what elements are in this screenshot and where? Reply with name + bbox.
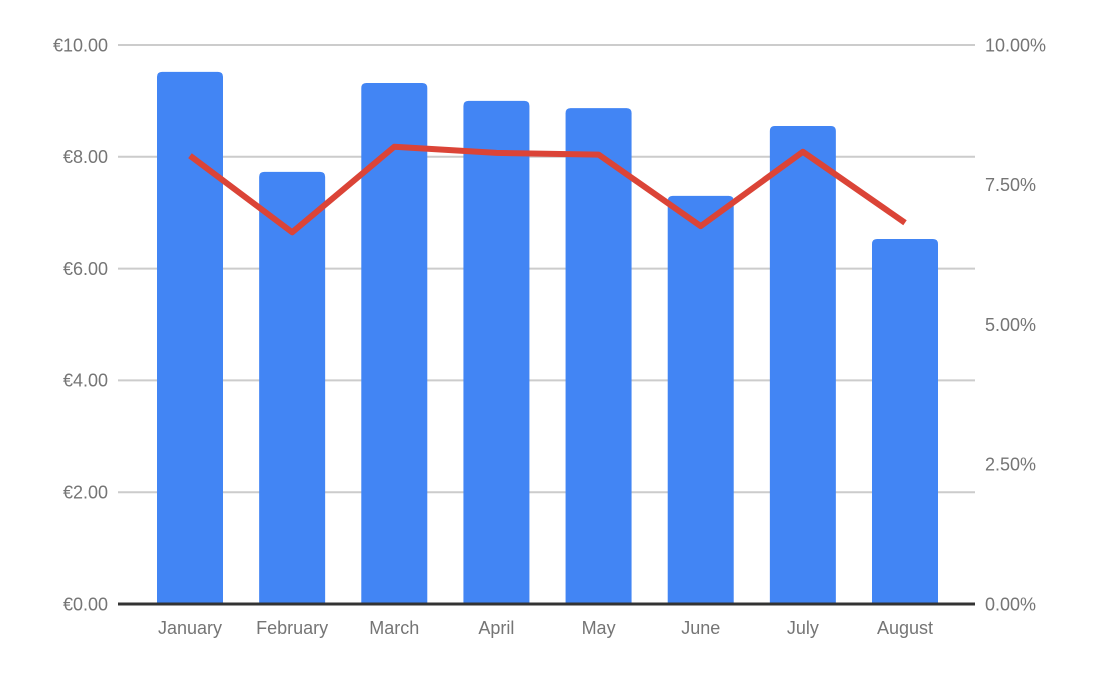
x-axis-label-june: June (681, 618, 720, 638)
right-axis-label: 2.50% (985, 455, 1036, 475)
left-axis-label: €6.00 (63, 259, 108, 279)
x-axis-label-july: July (787, 618, 819, 638)
bar-july (769, 126, 836, 605)
x-axis-label-january: January (158, 618, 222, 638)
x-axis-label-february: February (256, 618, 328, 638)
left-axis-label: €0.00 (63, 594, 108, 614)
bar-june (667, 195, 734, 604)
left-axis-label: €8.00 (63, 147, 108, 167)
right-axis-label: 10.00% (985, 35, 1046, 55)
left-axis-label: €10.00 (53, 35, 108, 55)
x-axis-label-march: March (369, 618, 419, 638)
right-axis-label: 7.50% (985, 175, 1036, 195)
bar-august (872, 238, 938, 604)
right-axis-label: 5.00% (985, 315, 1036, 335)
x-axis-label-august: August (877, 618, 933, 638)
bar-february (259, 171, 326, 604)
bar-may (565, 108, 632, 605)
x-axis-label-may: May (582, 618, 616, 638)
bar-april (463, 100, 530, 605)
x-axis-label-april: April (478, 618, 514, 638)
trend-line (188, 143, 907, 236)
bar-january (157, 71, 223, 604)
bar-march (361, 83, 428, 604)
left-axis-label: €4.00 (63, 371, 108, 391)
right-axis-label: 0.00% (985, 594, 1036, 614)
left-axis-label: €2.00 (63, 483, 108, 503)
